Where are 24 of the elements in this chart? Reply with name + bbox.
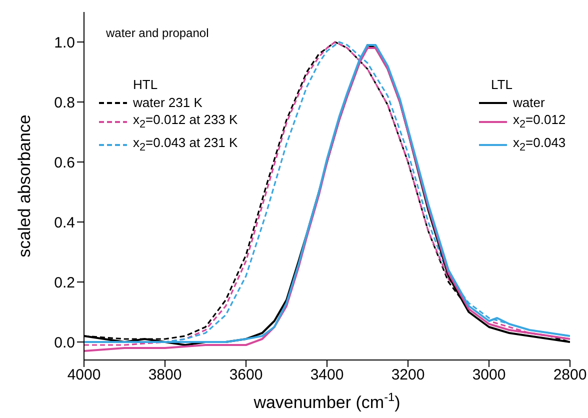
x-axis-title: wavenumber (cm$^{-1}$): [252, 390, 400, 412]
annotation: HTL: [132, 76, 159, 93]
x-tick-label: 3000: [472, 366, 506, 384]
annotation: water and propanol: [106, 26, 209, 40]
x-tick-label: 2800: [553, 366, 587, 384]
y-tick-label: 1.0: [54, 34, 75, 52]
legend-label: x$_{2}$=0.043 at 231 K: [133, 134, 238, 156]
x-tick-label: 3800: [148, 366, 182, 384]
y-tick-label: 0.4: [54, 214, 75, 232]
y-tick-label: 0.0: [54, 334, 75, 352]
y-tick-label: 0.8: [54, 94, 75, 112]
legend-label: x$_{2}$=0.012: [513, 111, 566, 133]
legend-label: x$_{2}$=0.043: [513, 134, 566, 156]
legend-label: x$_{2}$=0.012 at 233 K: [133, 111, 238, 133]
legend-label: water 231 K: [133, 94, 202, 111]
x-tick-label: 4000: [67, 366, 101, 384]
y-tick-label: 0.6: [54, 154, 75, 172]
legend-label: water: [513, 94, 545, 111]
x-tick-label: 3600: [229, 366, 263, 384]
x-tick-label: 3400: [310, 366, 344, 384]
x-tick-label: 3200: [391, 366, 425, 384]
annotation: LTL: [490, 76, 514, 93]
y-axis-title: scaled absorbance: [15, 114, 34, 258]
y-tick-label: 0.2: [54, 274, 75, 292]
